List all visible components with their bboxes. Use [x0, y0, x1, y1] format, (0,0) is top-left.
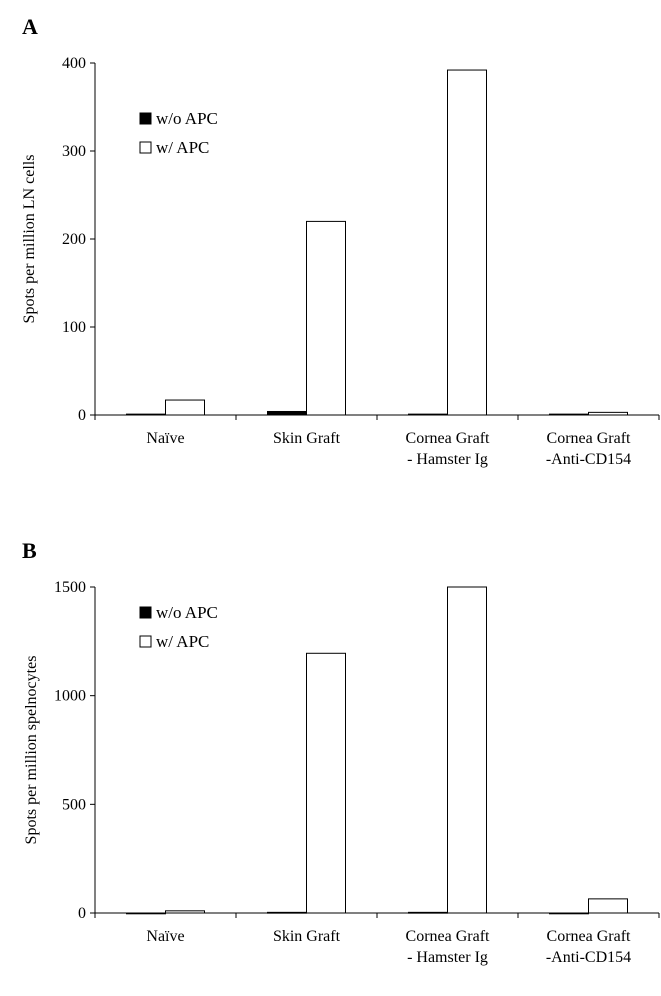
bar-w-apc-a — [306, 220, 346, 416]
legend-swatch-a — [139, 141, 152, 154]
bar-w-apc-b — [447, 586, 487, 914]
y-tick-label-a: 300 — [62, 143, 86, 160]
bar-w-o-apc-a — [549, 413, 589, 416]
y-tick-label-b: 1000 — [54, 688, 86, 705]
legend-swatch-a — [139, 112, 152, 125]
bar-w-o-apc-a — [408, 413, 448, 416]
bar-w-o-apc-b — [267, 911, 307, 914]
panel-label-b: B — [22, 538, 37, 563]
bar-w-o-apc-b — [408, 911, 448, 914]
legend-swatch-b — [139, 606, 152, 619]
x-tick-label-b: -Anti-CD154 — [546, 949, 631, 966]
bar-w-apc-a — [588, 411, 628, 416]
legend-label-a: w/ APC — [156, 138, 209, 157]
x-tick-label-b: Skin Graft — [273, 928, 341, 945]
y-tick-label-a: 100 — [62, 319, 86, 336]
x-tick-label-b: Cornea Graft — [547, 928, 632, 945]
bar-w-o-apc-b — [126, 912, 166, 915]
x-tick-label-b: Naïve — [146, 928, 184, 945]
x-tick-label-a: Naïve — [146, 430, 184, 447]
bar-w-apc-b — [588, 898, 628, 914]
legend-label-a: w/o APC — [156, 109, 218, 128]
y-tick-label-a: 0 — [78, 407, 86, 424]
y-tick-label-a: 400 — [62, 55, 86, 72]
panel-b: B 0 500 1000 1500 Naïve Skin Graft Cornea Graf… — [0, 498, 661, 996]
x-tick-label-a: Cornea Graft — [547, 430, 632, 447]
panel-label-a: A — [22, 14, 38, 39]
x-tick-label-b: Cornea Graft — [406, 928, 491, 945]
bar-w-apc-a — [165, 399, 205, 416]
bar-w-apc-a — [447, 69, 487, 416]
y-tick-label-b: 1500 — [54, 579, 86, 596]
y-axis-label-a: Spots per million LN cells — [21, 155, 38, 324]
y-tick-label-b: 500 — [62, 796, 86, 813]
x-tick-label-b: - Hamster Ig — [407, 949, 488, 966]
y-tick-label-b: 0 — [78, 905, 86, 922]
legend-label-b: w/ APC — [156, 632, 209, 651]
bar-w-o-apc-a — [267, 410, 307, 416]
y-axis-label-b: Spots per million spelnocytes — [23, 656, 40, 845]
x-tick-label-a: -Anti-CD154 — [546, 451, 631, 468]
panel-a: A 0 100 200 300 400 Naïve Skin Graft Cornea Gra… — [0, 0, 661, 490]
bar-w-apc-b — [165, 910, 205, 914]
legend-label-b: w/o APC — [156, 603, 218, 622]
y-tick-label-a: 200 — [62, 231, 86, 248]
bar-chart-b: 0 500 1000 1500 Naïve Skin Graft Cornea Graft -… — [23, 579, 660, 966]
x-tick-label-a: - Hamster Ig — [407, 451, 488, 468]
x-tick-label-a: Cornea Graft — [406, 430, 491, 447]
x-tick-label-a: Skin Graft — [273, 430, 341, 447]
legend-swatch-b — [139, 635, 152, 648]
bar-w-o-apc-b — [549, 912, 589, 915]
bar-w-apc-b — [306, 652, 346, 914]
bar-chart-a: 0 100 200 300 400 Naïve Skin Graft Cornea Graft… — [21, 55, 660, 468]
bar-w-o-apc-a — [126, 413, 166, 416]
